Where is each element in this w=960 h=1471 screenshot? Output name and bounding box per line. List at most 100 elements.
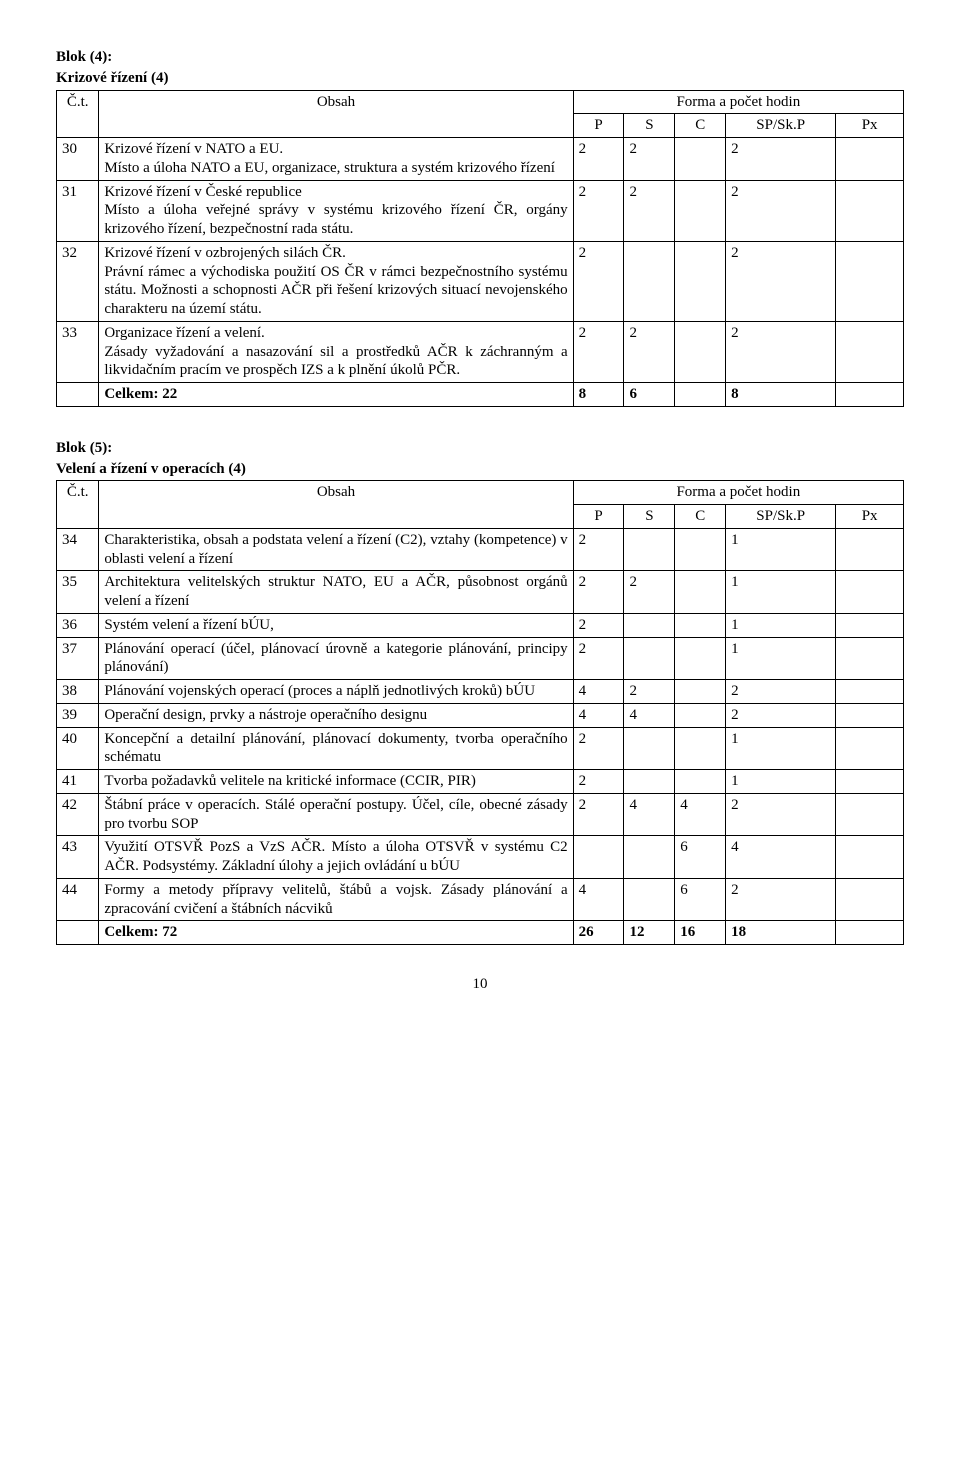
row-c: 6 [675,836,726,879]
th-obsah: Obsah [99,90,573,138]
row-p: 2 [573,793,624,836]
totals-empty [57,383,99,407]
row-s: 2 [624,321,675,382]
row-desc: Organizace řízení a velení. Zásady vyžad… [99,321,573,382]
row-px [836,703,904,727]
row-px [836,241,904,321]
row-sp: 2 [726,138,836,181]
row-desc: Koncepční a detailní plánování, plánovac… [99,727,573,770]
totals-empty [57,921,99,945]
row-num: 36 [57,613,99,637]
row-num: 37 [57,637,99,680]
row-c: 4 [675,793,726,836]
row-px [836,836,904,879]
row-s [624,878,675,921]
row-sp: 4 [726,836,836,879]
table-row: 33Organizace řízení a velení. Zásady vyž… [57,321,904,382]
row-c [675,571,726,614]
row-c [675,180,726,241]
th-s: S [624,505,675,529]
th-sp: SP/Sk.P [726,505,836,529]
table-row: 41Tvorba požadavků velitele na kritické … [57,770,904,794]
table-row: 36Systém velení a řízení bÚU,21 [57,613,904,637]
row-num: 41 [57,770,99,794]
block5-heading-l1: Blok (5): [56,439,904,458]
row-p: 2 [573,180,624,241]
block5-total-p: 26 [573,921,624,945]
row-sp: 1 [726,571,836,614]
table-row: 30Krizové řízení v NATO a EU. Místo a úl… [57,138,904,181]
row-p: 4 [573,680,624,704]
row-desc: Plánování operací (účel, plánovací úrovn… [99,637,573,680]
row-c [675,703,726,727]
block4-table: Č.t. Obsah Forma a počet hodin P S C SP/… [56,90,904,407]
row-sp: 1 [726,637,836,680]
row-c [675,321,726,382]
row-num: 39 [57,703,99,727]
row-s: 4 [624,793,675,836]
row-num: 38 [57,680,99,704]
row-p: 2 [573,770,624,794]
row-p: 2 [573,637,624,680]
th-px: Px [836,505,904,529]
row-c [675,637,726,680]
block5-body: 34Charakteristika, obsah a podstata vele… [57,528,904,921]
row-s: 2 [624,571,675,614]
row-s: 2 [624,138,675,181]
row-desc: Krizové řízení v NATO a EU. Místo a úloh… [99,138,573,181]
block5-total-c: 16 [675,921,726,945]
row-sp: 2 [726,878,836,921]
row-desc: Charakteristika, obsah a podstata velení… [99,528,573,571]
table-row: 31Krizové řízení v České republice Místo… [57,180,904,241]
th-sp: SP/Sk.P [726,114,836,138]
th-p: P [573,114,624,138]
row-s [624,613,675,637]
th-s: S [624,114,675,138]
row-desc: Architektura velitelských struktur NATO,… [99,571,573,614]
row-px [836,680,904,704]
row-s [624,241,675,321]
row-num: 32 [57,241,99,321]
row-p: 2 [573,241,624,321]
block4-total-p: 8 [573,383,624,407]
row-desc: Štábní práce v operacích. Stálé operační… [99,793,573,836]
row-c [675,613,726,637]
row-num: 35 [57,571,99,614]
row-c [675,727,726,770]
table-row: 39Operační design, prvky a nástroje oper… [57,703,904,727]
row-p: 2 [573,727,624,770]
th-px: Px [836,114,904,138]
row-px [836,138,904,181]
row-sp: 1 [726,727,836,770]
row-px [836,180,904,241]
row-desc: Systém velení a řízení bÚU, [99,613,573,637]
row-px [836,793,904,836]
row-sp: 2 [726,793,836,836]
block4-total-c [675,383,726,407]
th-forma: Forma a počet hodin [573,90,903,114]
row-sp: 2 [726,241,836,321]
row-sp: 2 [726,703,836,727]
row-px [836,637,904,680]
row-p: 2 [573,321,624,382]
row-p: 2 [573,138,624,181]
row-desc: Využití OTSVŘ PozS a VzS AČR. Místo a úl… [99,836,573,879]
th-forma: Forma a počet hodin [573,481,903,505]
row-num: 34 [57,528,99,571]
row-num: 33 [57,321,99,382]
row-desc: Plánování vojenských operací (proces a n… [99,680,573,704]
block4-heading-l2: Krizové řízení (4) [56,69,904,88]
row-px [836,528,904,571]
row-num: 44 [57,878,99,921]
row-c [675,528,726,571]
row-sp: 1 [726,770,836,794]
th-obsah: Obsah [99,481,573,529]
block5-heading-l2: Velení a řízení v operacích (4) [56,460,904,479]
block5-total-s: 12 [624,921,675,945]
row-desc: Krizové řízení v ozbrojených silách ČR. … [99,241,573,321]
th-c: C [675,505,726,529]
page-number: 10 [56,975,904,994]
row-p: 4 [573,878,624,921]
table-row: 42Štábní práce v operacích. Stálé operač… [57,793,904,836]
row-sp: 2 [726,680,836,704]
